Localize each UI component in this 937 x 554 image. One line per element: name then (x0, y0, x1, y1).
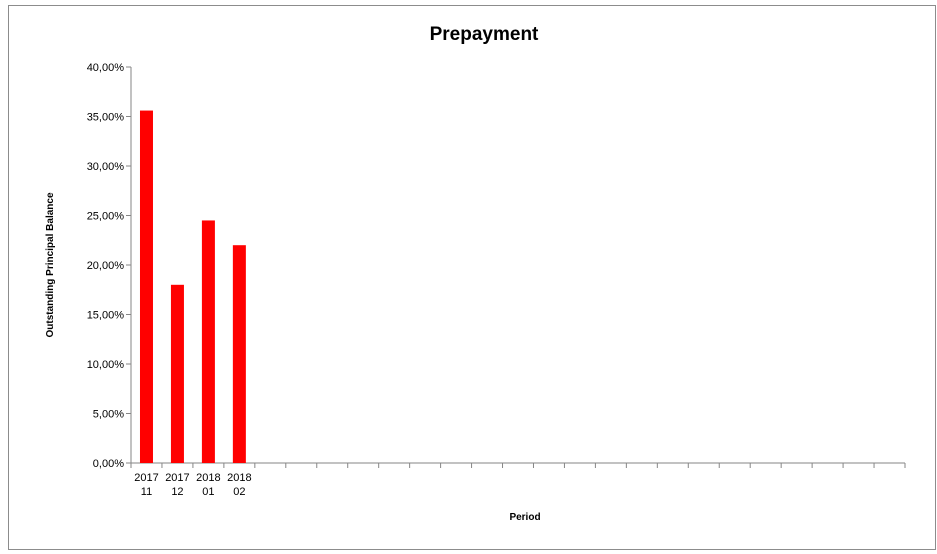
bar-series (139, 110, 246, 463)
bar (139, 110, 153, 463)
x-axis-title: Period (509, 512, 540, 523)
x-tick-label: 2018 01 (196, 472, 220, 498)
y-tick-label: 10,00% (87, 359, 125, 371)
prepayment-chart: Prepayment Outstanding Principal Balance… (45, 24, 906, 523)
bar (170, 284, 184, 463)
y-axis: 0,00% 5,00% 10,00% 15,00% 20,00% 25,00% 30,00%… (87, 62, 132, 470)
x-tick-label: 2017 12 (165, 472, 189, 498)
y-tick-label: 5,00% (93, 409, 124, 421)
x-axis: 2017 11 2017 12 2018 01 2018 02 (130, 462, 906, 498)
y-tick-label: 15,00% (87, 310, 125, 322)
y-tick-label: 40,00% (87, 62, 125, 74)
x-tick-label: 2017 11 (134, 472, 158, 498)
bar (201, 220, 215, 463)
y-tick-label: 30,00% (87, 161, 125, 173)
bar (232, 245, 246, 463)
chart-frame: Prepayment Outstanding Principal Balance… (8, 5, 936, 550)
y-tick-label: 0,00% (93, 458, 124, 470)
y-tick-label: 20,00% (87, 260, 125, 272)
y-tick-label: 25,00% (87, 211, 125, 223)
y-tick-label: 35,00% (87, 112, 125, 124)
y-axis-title: Outstanding Principal Balance (45, 192, 56, 337)
chart-title: Prepayment (430, 24, 539, 45)
x-tick-label: 2018 02 (227, 472, 251, 498)
